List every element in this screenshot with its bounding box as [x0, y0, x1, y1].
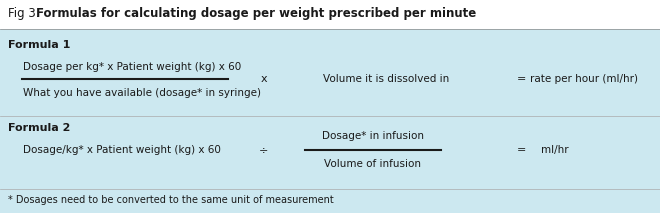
- Text: Formula 1: Formula 1: [8, 40, 71, 50]
- Text: * Dosages need to be converted to the same unit of measurement: * Dosages need to be converted to the sa…: [8, 195, 334, 205]
- Text: x: x: [261, 74, 267, 84]
- Text: Fig 3.: Fig 3.: [8, 7, 40, 20]
- Text: =: =: [517, 145, 526, 155]
- Text: Dosage* in infusion: Dosage* in infusion: [322, 131, 424, 141]
- Text: Formula 2: Formula 2: [8, 123, 71, 133]
- Text: Dosage/kg* x Patient weight (kg) x 60: Dosage/kg* x Patient weight (kg) x 60: [23, 145, 221, 155]
- Text: Volume it is dissolved in: Volume it is dissolved in: [323, 74, 449, 84]
- Text: ml/hr: ml/hr: [541, 145, 568, 155]
- Text: What you have available (dosage* in syringe): What you have available (dosage* in syri…: [23, 88, 261, 98]
- Text: =: =: [517, 74, 526, 84]
- Text: rate per hour (ml/hr): rate per hour (ml/hr): [530, 74, 638, 84]
- Text: Dosage per kg* x Patient weight (kg) x 60: Dosage per kg* x Patient weight (kg) x 6…: [23, 62, 242, 72]
- Text: ÷: ÷: [259, 145, 269, 155]
- Text: Formulas for calculating dosage per weight prescribed per minute: Formulas for calculating dosage per weig…: [36, 7, 477, 20]
- Text: Volume of infusion: Volume of infusion: [325, 159, 421, 169]
- FancyBboxPatch shape: [0, 0, 660, 29]
